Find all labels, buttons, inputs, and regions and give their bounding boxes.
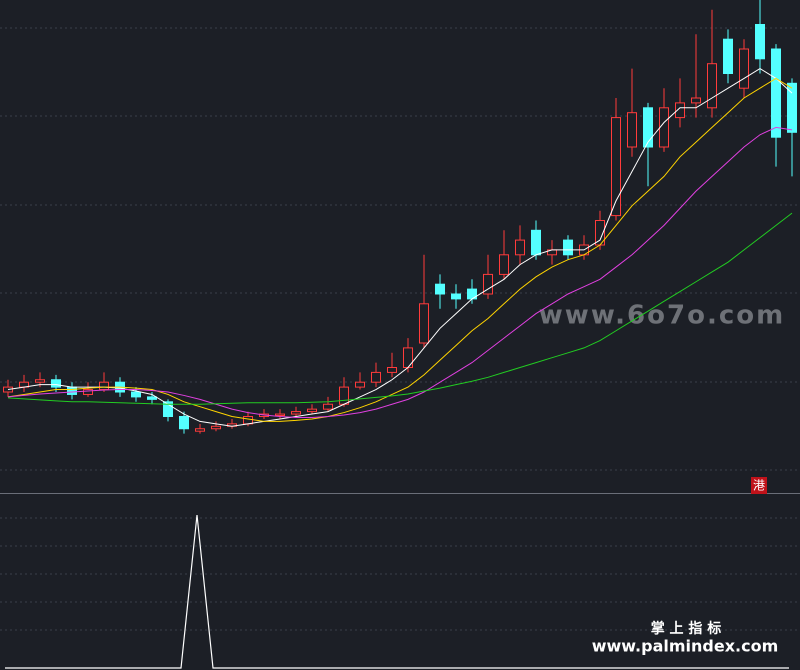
candle-body xyxy=(787,82,797,133)
candle-body xyxy=(515,239,525,256)
candle-body xyxy=(755,24,765,60)
candle-body xyxy=(675,102,685,119)
candle-body xyxy=(307,408,317,413)
candle-body xyxy=(723,38,733,74)
indicator-line xyxy=(5,514,789,669)
candle-body xyxy=(355,381,365,388)
candle-body xyxy=(179,416,189,430)
candle-body xyxy=(419,303,429,344)
ma-line xyxy=(7,126,793,418)
candle-body xyxy=(323,403,333,410)
candle-body xyxy=(3,386,13,393)
candle-body xyxy=(611,117,621,217)
candle-body xyxy=(707,63,717,109)
candle-body xyxy=(339,386,349,405)
candle-body xyxy=(99,381,109,391)
badge: 港 xyxy=(753,479,765,493)
candle-body xyxy=(211,425,221,430)
candle-body xyxy=(643,107,653,148)
candle-body xyxy=(51,379,61,388)
candle-body xyxy=(627,112,637,148)
candle-body xyxy=(659,107,669,148)
candle-body xyxy=(499,254,509,275)
candle-body xyxy=(147,396,157,400)
candle-body xyxy=(83,389,93,395)
candle-body xyxy=(771,48,781,138)
badge-bg xyxy=(751,477,767,494)
candle-body xyxy=(563,239,573,256)
candle-body xyxy=(67,386,77,395)
ma-line xyxy=(7,212,793,405)
candle-body xyxy=(739,48,749,89)
candle-body xyxy=(691,97,701,104)
candle-body xyxy=(163,401,173,417)
footer-url: www.palmindex.com xyxy=(592,637,779,656)
candle-body xyxy=(131,391,141,398)
candle-body xyxy=(195,428,205,432)
candle-body xyxy=(291,411,301,415)
candle-body xyxy=(531,229,541,256)
footer-title: 掌 上 指 标 xyxy=(651,620,722,637)
candle-body xyxy=(243,416,253,425)
candle-body xyxy=(403,347,413,368)
ma-line xyxy=(7,77,793,422)
candle-body xyxy=(371,371,381,383)
price-panel xyxy=(3,0,797,434)
candle-body xyxy=(275,413,285,417)
candle-body xyxy=(35,379,45,383)
candle-body xyxy=(387,367,397,373)
ma-line xyxy=(7,68,793,427)
watermark: www.6o7o.com xyxy=(539,301,785,331)
candle-body xyxy=(483,273,493,295)
candle-body xyxy=(451,293,461,300)
candle-body xyxy=(435,283,445,295)
